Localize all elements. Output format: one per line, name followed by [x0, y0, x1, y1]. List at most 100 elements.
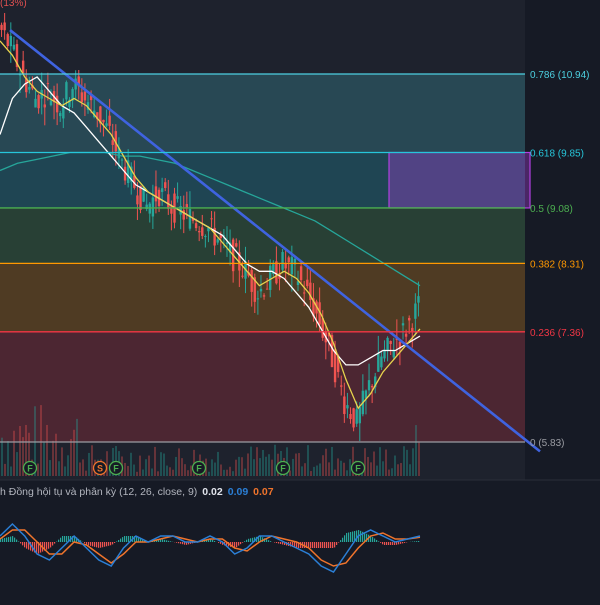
volume-bar — [13, 431, 15, 476]
volume-bar — [64, 466, 66, 476]
volume-bar — [325, 449, 327, 476]
macd-histogram-bar — [46, 542, 47, 550]
macd-histogram-bar — [220, 542, 221, 544]
volume-bar — [262, 450, 264, 476]
macd-histogram-bar — [334, 542, 335, 547]
macd-histogram-bar — [376, 540, 377, 542]
fib-label-0.618: 0.618 (9.85) — [530, 148, 584, 159]
candle-body — [65, 82, 67, 99]
volume-bar — [265, 457, 267, 476]
volume-bar — [211, 459, 213, 476]
candle-body — [84, 92, 86, 101]
candle-body — [7, 34, 9, 46]
macd-histogram-bar — [124, 536, 125, 542]
macd-histogram-bar — [170, 541, 171, 542]
macd-histogram-bar — [12, 536, 13, 542]
volume-bar — [175, 457, 177, 476]
candle-body — [47, 83, 49, 84]
histogram-value: 0.07 — [253, 486, 273, 498]
macd-histogram-bar — [94, 542, 95, 547]
volume-bar — [169, 467, 171, 476]
candle-body — [102, 120, 104, 122]
volume-bar — [127, 466, 129, 476]
fib-zone-0.382 — [0, 263, 525, 331]
candle-body — [155, 186, 157, 201]
candle-body — [164, 182, 166, 188]
macd-histogram-bar — [182, 542, 183, 544]
macd-histogram-bar — [106, 542, 107, 546]
volume-bar — [334, 470, 336, 476]
volume-bar — [4, 464, 6, 476]
macd-histogram-bar — [102, 542, 103, 547]
volume-bar — [340, 461, 342, 476]
volume-bar — [364, 448, 366, 476]
candle-body — [352, 408, 354, 427]
volume-bar — [403, 446, 405, 476]
macd-histogram-bar — [168, 541, 169, 542]
candle-body — [0, 25, 2, 30]
event-marker-label: F — [280, 464, 286, 474]
volume-bar — [220, 464, 222, 476]
volume-bar — [391, 468, 393, 476]
volume-bar — [292, 459, 294, 476]
volume-bar — [166, 466, 168, 476]
volume-bar — [328, 462, 330, 476]
macd-histogram-bar — [84, 542, 85, 543]
macd-histogram-bar — [40, 542, 41, 553]
macd-histogram-bar — [48, 542, 49, 549]
macd-histogram-bar — [328, 542, 329, 548]
macd-histogram-bar — [100, 542, 101, 548]
macd-histogram-bar — [88, 542, 89, 545]
macd-histogram-bar — [270, 541, 271, 542]
top-change-label: (13%) — [0, 0, 27, 9]
volume-bar — [163, 454, 165, 476]
volume-bar — [70, 439, 72, 476]
macd-histogram-bar — [326, 542, 327, 548]
volume-bar — [73, 430, 75, 476]
volume-bar — [16, 452, 18, 476]
macd-histogram-bar — [372, 537, 373, 542]
macd-histogram-bar — [398, 542, 399, 544]
volume-bar — [10, 467, 12, 476]
volume-bar — [178, 448, 180, 476]
macd-histogram-bar — [400, 542, 401, 544]
volume-bar — [67, 455, 69, 476]
macd-histogram-bar — [26, 542, 27, 549]
macd-histogram-bar — [90, 542, 91, 546]
volume-bar — [136, 472, 138, 476]
volume-bar — [400, 463, 402, 476]
volume-bar — [145, 459, 147, 476]
macd-legend: h Đồng hội tụ và phân kỳ (12, 26, close,… — [0, 484, 274, 500]
fib-label-0.786: 0.786 (10.94) — [530, 70, 590, 81]
event-marker-label: F — [113, 464, 119, 474]
volume-bar — [295, 454, 297, 476]
volume-bar — [217, 452, 219, 476]
volume-bar — [157, 471, 159, 476]
volume-bar — [85, 471, 87, 476]
macd-histogram-bar — [378, 541, 379, 542]
candle-body — [281, 252, 283, 270]
candle-body — [393, 350, 395, 357]
macd-histogram-bar — [280, 542, 281, 544]
volume-bar — [91, 445, 93, 476]
candle-body — [291, 257, 293, 274]
volume-bar — [385, 450, 387, 476]
volume-bar — [238, 457, 240, 476]
volume-bar — [58, 461, 60, 476]
volume-bar — [106, 451, 108, 476]
candle-body — [260, 289, 262, 291]
candle-body — [284, 264, 286, 269]
candle-body — [235, 243, 237, 246]
macd-histogram-bar — [416, 541, 417, 542]
candle-body — [269, 266, 271, 290]
macd-histogram-bar — [240, 542, 241, 544]
volume-bar — [379, 447, 381, 476]
macd-histogram-bar — [360, 531, 361, 542]
macd-histogram-bar — [248, 539, 249, 542]
volume-bar — [214, 463, 216, 476]
volume-bar — [388, 470, 390, 476]
macd-histogram-bar — [178, 542, 179, 543]
volume-bar — [394, 456, 396, 476]
candle-body — [10, 36, 12, 46]
